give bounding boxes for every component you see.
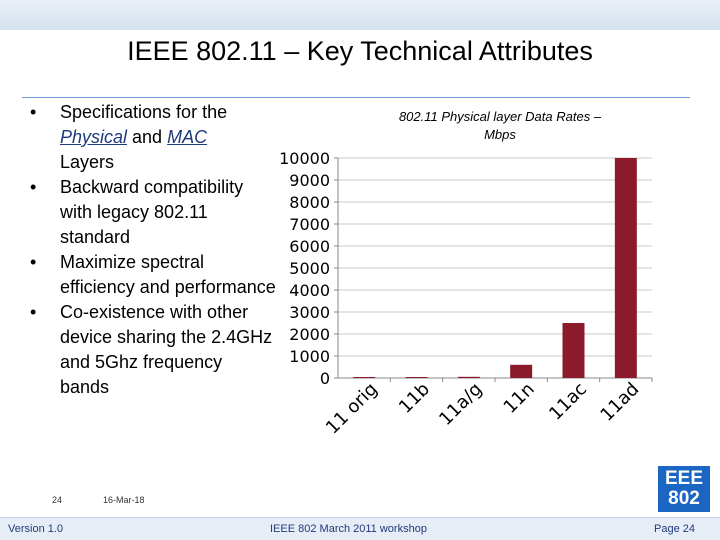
y-tick-label: 0	[320, 369, 330, 388]
x-tick-label: 11n	[500, 379, 539, 418]
bullet-item: • Backward compatibility with legacy 802…	[26, 175, 276, 250]
bar	[353, 377, 376, 378]
bullet-item: • Specifications for the Physical and MA…	[26, 100, 276, 175]
x-tick-label: 11ac	[545, 379, 591, 425]
chart-title: 802.11 Physical layer Data Rates – Mbps	[398, 109, 602, 142]
mac-link[interactable]: MAC	[167, 127, 208, 147]
y-tick-label: 6000	[289, 237, 330, 256]
bullet-dot: •	[30, 252, 37, 272]
ieee-802-logo: EEE 802	[658, 466, 710, 512]
bullet-text: and	[127, 127, 168, 147]
y-tick-label: 2000	[289, 325, 330, 344]
bullet-item: • Co-existence with other device sharing…	[26, 300, 276, 400]
bar	[405, 377, 428, 378]
x-tick-label: 11 orig	[322, 379, 382, 439]
bar	[457, 376, 480, 378]
x-tick-label: 11a/g	[435, 379, 486, 430]
y-tick-label: 10000	[280, 149, 330, 168]
workshop-label: IEEE 802 March 2011 workshop	[270, 523, 427, 535]
slide-date: 16-Mar-18	[103, 495, 145, 505]
y-tick-label: 5000	[289, 259, 330, 278]
footer-bar: Version 1.0 IEEE 802 March 2011 workshop…	[0, 517, 720, 540]
bullet-dot: •	[30, 102, 37, 122]
bullet-item: • Maximize spectral efficiency and perfo…	[26, 250, 276, 300]
page-label: Page 24	[654, 523, 695, 535]
bullet-text: Co-existence with other device sharing t…	[60, 302, 273, 397]
bullet-dot: •	[30, 302, 37, 322]
bullet-dot: •	[30, 177, 37, 197]
physical-link[interactable]: Physical	[60, 127, 128, 147]
y-tick-label: 3000	[289, 303, 330, 322]
x-tick-label: 11ad	[596, 379, 643, 426]
bar-chart: 0 1000 2000 3000 4000 5000 6000 7000 8000 9000 100…	[280, 149, 653, 439]
bar	[510, 364, 533, 378]
bullet-text: Specifications for the	[60, 102, 228, 122]
y-tick-label: 7000	[289, 215, 330, 234]
slide-number: 24	[52, 495, 63, 505]
slide-title: IEEE 802.11 – Key Technical Attributes	[127, 36, 593, 66]
version-label: Version 1.0	[8, 523, 64, 535]
bullet-list: • Specifications for the Physical and MA…	[26, 100, 276, 400]
bullet-text: Maximize spectral efficiency and perform…	[60, 252, 276, 297]
bar	[614, 158, 637, 378]
y-tick-label: 8000	[289, 193, 330, 212]
y-tick-label: 4000	[289, 281, 330, 300]
logo-line2: 802	[668, 488, 700, 509]
x-tick-label: 11b	[395, 379, 434, 418]
bullet-text: Backward compatibility with legacy 802.1…	[60, 177, 244, 247]
y-tick-label: 1000	[289, 347, 330, 366]
header-band	[0, 0, 720, 30]
bullet-text: Layers	[60, 152, 115, 172]
y-tick-label: 9000	[289, 171, 330, 190]
bar	[562, 323, 585, 378]
title-divider	[22, 97, 690, 98]
logo-line1: EEE	[664, 468, 704, 489]
